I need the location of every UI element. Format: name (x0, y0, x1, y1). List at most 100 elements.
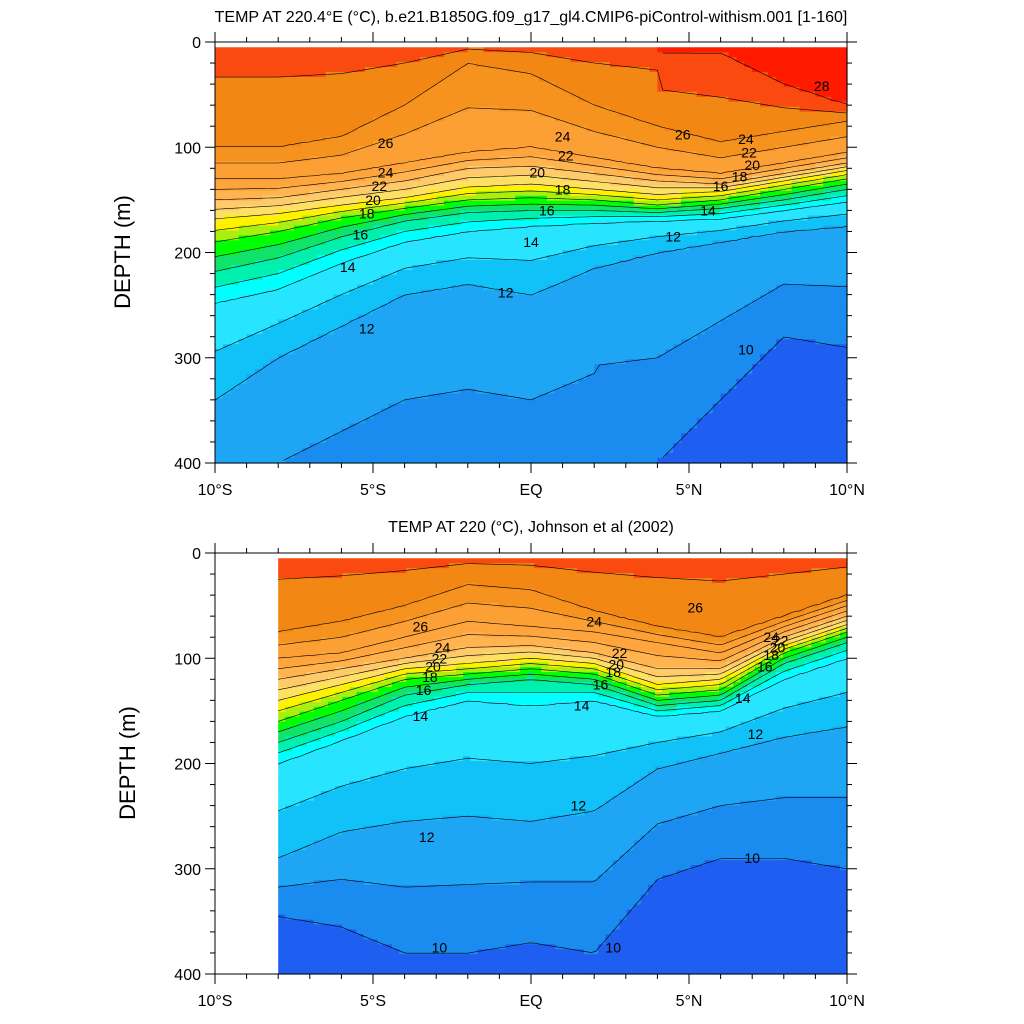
field-cell (254, 52, 263, 58)
field-cell (507, 57, 516, 63)
field-cell (222, 373, 232, 380)
field-cell (665, 86, 674, 93)
field-cell (578, 131, 587, 137)
field-cell (294, 418, 303, 425)
field-cell (238, 166, 248, 172)
field-cell (625, 319, 635, 326)
field-cell (262, 57, 271, 63)
field-cell (294, 141, 303, 147)
field-cell (436, 398, 445, 405)
field-cell (531, 250, 540, 256)
field-cell (578, 121, 587, 128)
field-cell (610, 448, 619, 454)
field-cell (222, 349, 232, 355)
field-cell (452, 111, 461, 118)
field-cell (452, 220, 461, 227)
field-cell (633, 309, 643, 316)
field-cell (436, 408, 445, 415)
field-cell (380, 210, 390, 217)
field-cell (610, 329, 619, 335)
field-cell (278, 289, 287, 296)
field-cell (633, 166, 643, 172)
field-cell (396, 230, 406, 236)
field-cell (578, 215, 587, 222)
field-cell (325, 175, 335, 182)
field-cell (594, 354, 603, 360)
field-cell (404, 255, 414, 261)
field-cell (428, 76, 437, 83)
field-cell (594, 294, 603, 301)
field-cell (254, 170, 263, 177)
field-cell (617, 175, 627, 182)
field-cell (586, 47, 595, 53)
field-cell (373, 319, 382, 326)
field-cell (365, 67, 374, 73)
field-cell (341, 101, 350, 108)
field-cell (570, 86, 579, 93)
field-cell (483, 378, 493, 385)
field-cell (641, 156, 651, 162)
field-cell (404, 289, 414, 296)
field-cell (578, 190, 587, 197)
field-cell (610, 408, 619, 415)
field-cell (610, 269, 619, 276)
field-cell (554, 329, 564, 335)
field-cell (641, 62, 651, 68)
field-cell (286, 141, 295, 147)
field-cell (515, 319, 524, 326)
field-cell (578, 388, 587, 395)
field-cell (570, 116, 579, 123)
field-cell (238, 448, 248, 454)
field-cell (610, 57, 619, 63)
field-cell (333, 359, 342, 365)
field-cell (357, 101, 366, 108)
field-cell (625, 161, 635, 167)
field-cell (286, 200, 295, 207)
field-cell (341, 47, 350, 53)
field-cell (444, 81, 453, 88)
field-cell (270, 408, 279, 415)
field-cell (499, 289, 508, 296)
field-cell (388, 324, 398, 330)
field-cell (459, 131, 469, 137)
field-cell (483, 106, 493, 113)
field-cell (341, 195, 350, 202)
field-cell (222, 86, 232, 93)
field-cell (483, 458, 493, 464)
field-cell (373, 245, 382, 251)
field-cell (475, 339, 485, 345)
field-cell (420, 408, 429, 415)
field-cell (436, 344, 445, 350)
field-cell (270, 398, 279, 405)
field-cell (286, 458, 295, 464)
field-cell (641, 101, 651, 108)
field-cell (554, 121, 564, 128)
field-cell (657, 378, 666, 385)
field-cell (388, 319, 398, 326)
field-cell (452, 349, 461, 355)
field-cell (294, 190, 303, 197)
field-cell (594, 334, 603, 340)
field-cell (301, 225, 311, 231)
field-cell (373, 403, 382, 410)
field-cell (301, 428, 311, 434)
field-cell (673, 220, 682, 227)
field-cell (404, 398, 414, 405)
field-cell (633, 269, 643, 276)
field-cell (215, 106, 224, 113)
field-cell (301, 265, 311, 271)
field-cell (657, 67, 666, 73)
field-cell (452, 161, 461, 167)
field-cell (562, 314, 572, 321)
field-cell (230, 101, 240, 108)
field-cell (333, 81, 342, 88)
field-cell (617, 106, 627, 113)
field-cell (586, 255, 595, 261)
field-cell (317, 131, 327, 137)
field-cell (491, 170, 500, 177)
field-cell (309, 106, 319, 113)
field-cell (633, 76, 643, 83)
field-cell (641, 245, 651, 251)
field-cell (278, 131, 287, 137)
field-cell (531, 235, 540, 241)
